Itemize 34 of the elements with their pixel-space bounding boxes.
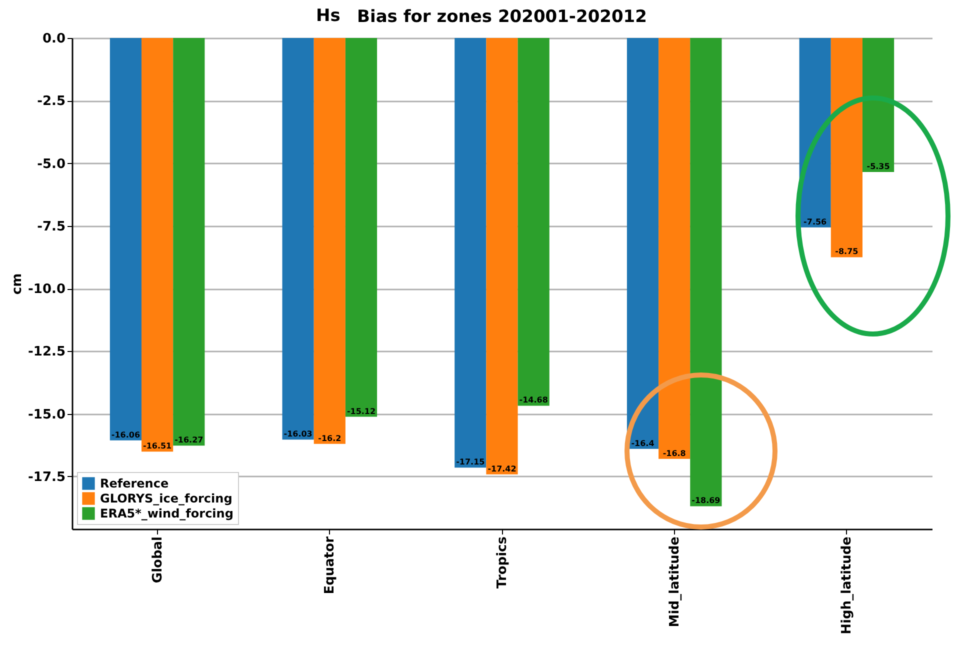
- y-tick-label: -15.0: [28, 407, 66, 422]
- x-tick-label: Equator: [322, 536, 338, 594]
- data-label: -8.75: [835, 247, 859, 256]
- data-label: -16.4: [631, 438, 655, 448]
- data-label: -18.69: [692, 496, 721, 506]
- data-label: -17.42: [488, 464, 516, 474]
- data-label: -16.06: [111, 430, 140, 440]
- legend-label: ERA5*_wind_forcing: [100, 506, 234, 520]
- y-tick-label: -7.5: [37, 219, 66, 234]
- y-tick-label: -17.5: [28, 470, 66, 485]
- data-label: -16.03: [284, 430, 312, 439]
- data-label: -16.51: [143, 442, 172, 451]
- data-label: -5.35: [866, 162, 890, 172]
- x-tick-label: Global: [150, 536, 166, 584]
- x-tick-label: Tropics: [495, 536, 510, 588]
- chart-title: Bias for zones 202001-202012: [357, 7, 647, 27]
- data-label: -16.2: [318, 434, 342, 443]
- y-tick-label: -2.5: [37, 94, 66, 110]
- y-tick-label: -12.5: [28, 344, 66, 360]
- y-axis-title: cm: [10, 273, 26, 295]
- x-tick-label: High_latitude: [840, 536, 855, 634]
- y-tick-label: -5.0: [37, 156, 66, 172]
- data-label: -17.15: [456, 458, 486, 467]
- data-label: -15.12: [346, 406, 376, 416]
- legend-label: Reference: [100, 476, 169, 490]
- data-label: -14.68: [519, 396, 548, 405]
- y-tick-label: 0.0: [42, 32, 66, 46]
- x-tick-label: Mid_latitude: [667, 536, 682, 628]
- data-label: -16.27: [174, 436, 204, 445]
- data-label: -16.8: [662, 448, 686, 458]
- legend-label: GLORYS_ice_forcing: [100, 492, 232, 506]
- data-label: -7.56: [804, 217, 828, 226]
- y-tick-label: -10.0: [28, 282, 66, 298]
- text: Hs: [316, 6, 340, 26]
